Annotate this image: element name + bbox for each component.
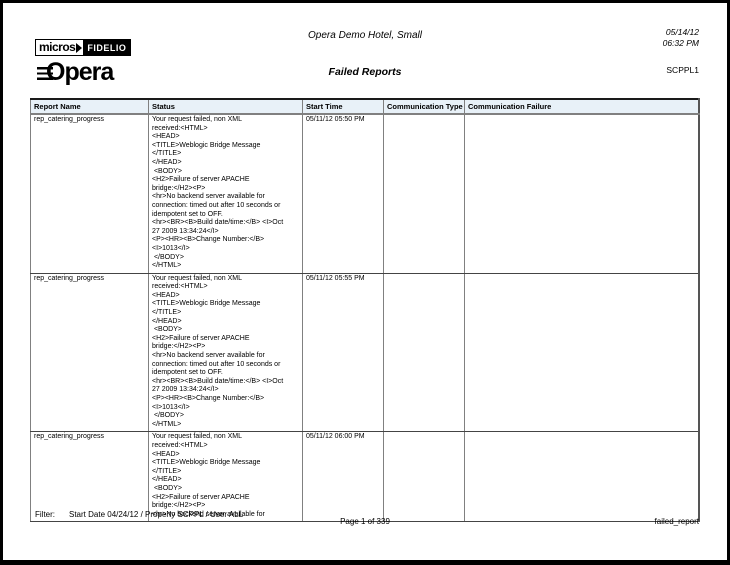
arrow-right-icon xyxy=(76,42,83,53)
status-cell: Your request failed, non XML received:<H… xyxy=(148,114,303,274)
report-name-cell: rep_catering_progress xyxy=(30,431,149,523)
communication-type-cell xyxy=(383,431,465,523)
status-cell: Your request failed, non XML received:<H… xyxy=(148,431,303,523)
filter-value: Start Date 04/24/12 / Property SCPPL / U… xyxy=(69,510,244,519)
failed-reports-table: Report Name Status Start Time Communicat… xyxy=(30,98,700,523)
start-time-cell: 05/11/12 06:00 PM xyxy=(302,431,384,523)
column-header-report-name: Report Name xyxy=(30,98,149,115)
column-header-status: Status xyxy=(148,98,303,115)
report-title: Failed Reports xyxy=(328,66,402,78)
opera-logo-text: Opera xyxy=(46,58,114,86)
status-cell: Your request failed, non XML received:<H… xyxy=(148,273,303,433)
communication-type-cell xyxy=(383,114,465,274)
micros-logo-text: micros xyxy=(36,40,77,55)
run-time: 06:32 PM xyxy=(662,38,699,48)
filter-summary: Filter: Start Date 04/24/12 / Property SC… xyxy=(35,510,243,519)
table-row: rep_catering_progress Your request faile… xyxy=(30,114,700,274)
table-header-row: Report Name Status Start Time Communicat… xyxy=(30,98,700,115)
page-number: Page 1 of 339 xyxy=(340,517,390,526)
start-time-cell: 05/11/12 05:55 PM xyxy=(302,273,384,433)
column-header-start-time: Start Time xyxy=(302,98,384,115)
fidelio-logo-text: FIDELIO xyxy=(83,40,131,55)
column-header-communication-failure: Communication Failure xyxy=(464,98,700,115)
micros-fidelio-logo: micros FIDELIO xyxy=(35,39,132,56)
report-name-cell: rep_catering_progress xyxy=(30,273,149,433)
communication-failure-cell xyxy=(464,273,700,433)
run-date: 05/14/12 xyxy=(665,27,699,37)
report-name-cell: rep_catering_progress xyxy=(30,114,149,274)
start-time-cell: 05/11/12 05:50 PM xyxy=(302,114,384,274)
communication-type-cell xyxy=(383,273,465,433)
communication-failure-cell xyxy=(464,114,700,274)
filter-label: Filter: xyxy=(35,510,55,519)
table-row: rep_catering_progress Your request faile… xyxy=(30,431,700,523)
station-id: SCPPL1 xyxy=(666,65,699,75)
run-datetime: 05/14/12 06:32 PM xyxy=(663,27,699,49)
opera-logo: Opera xyxy=(37,57,114,87)
column-header-communication-type: Communication Type xyxy=(383,98,465,115)
report-file-name: failed_report xyxy=(654,517,699,526)
table-row: rep_catering_progress Your request faile… xyxy=(30,273,700,433)
communication-failure-cell xyxy=(464,431,700,523)
opera-swoosh-icon xyxy=(37,66,53,80)
hotel-name-title: Opera Demo Hotel, Small xyxy=(308,30,422,41)
